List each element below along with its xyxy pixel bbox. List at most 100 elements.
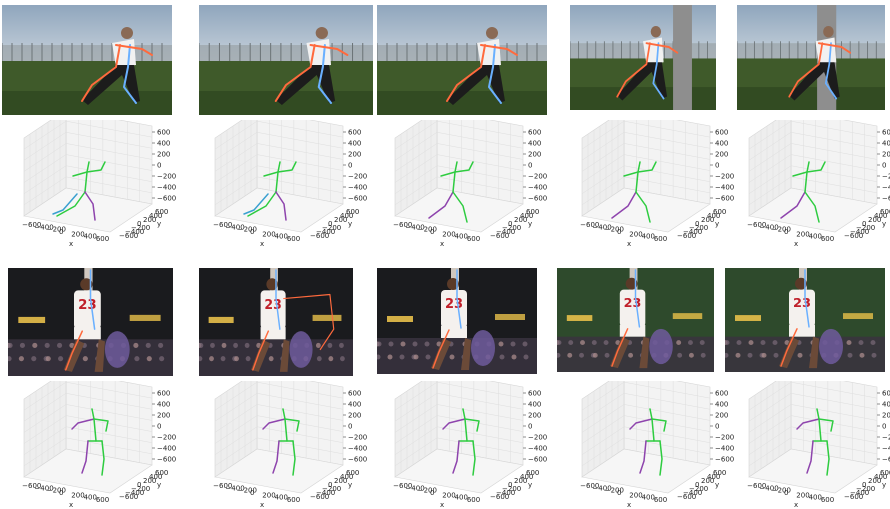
axis-floor xyxy=(214,187,344,233)
z-tick-label: −400 xyxy=(715,445,734,453)
skeleton-arms xyxy=(263,161,297,177)
skeleton-arm-left xyxy=(262,418,286,430)
skeleton-leg-right xyxy=(472,440,476,476)
x-axis-label: x xyxy=(69,501,73,509)
x-tick-label: −200 xyxy=(605,226,624,234)
x-tick-label: 200 xyxy=(796,230,809,238)
x-tick-label: 200 xyxy=(71,230,84,238)
x-tick-label: 600 xyxy=(467,496,480,504)
z-tick-label: −200 xyxy=(348,173,367,181)
z-tick-label: 0 xyxy=(715,162,719,170)
running-photo-frame xyxy=(377,5,547,115)
x-axis-label: x xyxy=(69,240,73,248)
overlay-arm xyxy=(817,42,852,54)
x-tick-label: −200 xyxy=(772,487,791,495)
z-tick-label: −200 xyxy=(157,434,176,442)
y-axis-label: y xyxy=(882,220,886,228)
running-photo-frame xyxy=(2,5,172,115)
y-tick-label: −600 xyxy=(490,232,509,240)
x-tick-label: 0 xyxy=(617,489,621,497)
y-tick-label: −200 xyxy=(131,485,150,493)
player-head xyxy=(625,277,638,290)
y-tick-label: −200 xyxy=(502,485,521,493)
y-tick-label: 600 xyxy=(880,469,890,477)
x-tick-label: 600 xyxy=(287,496,300,504)
z-tick-label: −400 xyxy=(715,184,734,192)
skeleton-leg-right xyxy=(292,440,296,476)
x-tick-label: −600 xyxy=(213,482,232,490)
skeleton-arm-left xyxy=(442,418,466,430)
y-tick-label: −200 xyxy=(131,224,150,232)
y-axis-label: y xyxy=(157,220,161,228)
y-tick-label: 400 xyxy=(520,473,533,481)
y-tick-label: −600 xyxy=(490,493,509,501)
y-tick-label: −200 xyxy=(856,485,875,493)
z-tick-label: −600 xyxy=(157,456,176,464)
y-tick-label: −200 xyxy=(502,224,521,232)
y-tick-label: 600 xyxy=(713,208,726,216)
z-tick-label: 600 xyxy=(882,390,890,398)
z-tick-label: −400 xyxy=(882,184,890,192)
skeleton-leg-left xyxy=(428,191,454,219)
y-tick-label: 0 xyxy=(862,220,866,228)
jersey-number: 23 xyxy=(445,297,463,312)
z-tick-label: 600 xyxy=(157,390,170,398)
x-tick-label: 400 xyxy=(275,494,288,502)
z-tick-label: −200 xyxy=(348,434,367,442)
overlay-right-leg xyxy=(488,44,502,104)
fence xyxy=(199,45,373,61)
skeleton-leg-left xyxy=(780,191,806,219)
x-axis-label: x xyxy=(260,240,264,248)
x-tick-label: −400 xyxy=(759,223,778,231)
skeleton-arms xyxy=(792,161,826,177)
skeleton-leg-left xyxy=(611,191,637,219)
y-tick-label: 0 xyxy=(328,220,332,228)
y-tick-label: −600 xyxy=(310,232,329,240)
y-tick-label: 400 xyxy=(707,473,720,481)
y-tick-label: 200 xyxy=(868,216,881,224)
running-photo-frame xyxy=(570,5,716,110)
z-tick-label: −400 xyxy=(348,445,367,453)
y-tick-label: 0 xyxy=(862,481,866,489)
x-tick-label: 0 xyxy=(784,228,788,236)
y-tick-label: 0 xyxy=(695,220,699,228)
y-tick-label: 600 xyxy=(880,208,890,216)
skeleton-leg-left xyxy=(639,440,647,474)
z-tick-label: 600 xyxy=(882,129,890,137)
skeleton-arm-right xyxy=(464,418,480,432)
x-tick-label: −400 xyxy=(225,484,244,492)
x-tick-label: 0 xyxy=(59,228,63,236)
z-tick-label: 400 xyxy=(528,140,541,148)
y-tick-label: −400 xyxy=(125,228,144,236)
x-tick-label: 0 xyxy=(430,228,434,236)
x-tick-label: 200 xyxy=(629,491,642,499)
x-tick-label: 400 xyxy=(275,233,288,241)
y-tick-label: 200 xyxy=(143,477,156,485)
skeleton-head xyxy=(454,161,458,173)
x-tick-label: −600 xyxy=(747,482,766,490)
skeleton-spine xyxy=(275,171,279,193)
z-tick-label: 200 xyxy=(348,151,361,159)
overlay-spine xyxy=(89,269,96,330)
x-tick-label: −400 xyxy=(225,223,244,231)
axis-floor xyxy=(748,187,878,233)
defender xyxy=(104,331,130,368)
y-tick-label: 0 xyxy=(508,481,512,489)
x-tick-label: −200 xyxy=(418,487,437,495)
x-tick-label: −600 xyxy=(580,221,599,229)
y-tick-label: −600 xyxy=(677,232,696,240)
x-tick-label: 600 xyxy=(96,235,109,243)
skeleton-leg-right xyxy=(635,191,651,223)
z-tick-label: −600 xyxy=(348,456,367,464)
z-tick-label: −400 xyxy=(882,445,890,453)
y-tick-label: −200 xyxy=(322,224,341,232)
z-tick-label: 0 xyxy=(157,423,161,431)
jersey-number: 23 xyxy=(78,298,97,313)
x-tick-label: 600 xyxy=(467,235,480,243)
dunk-photo-frame: 23 xyxy=(199,268,353,376)
runner-head xyxy=(315,27,328,39)
y-tick-label: 0 xyxy=(695,481,699,489)
overlay-left-leg xyxy=(64,330,84,371)
